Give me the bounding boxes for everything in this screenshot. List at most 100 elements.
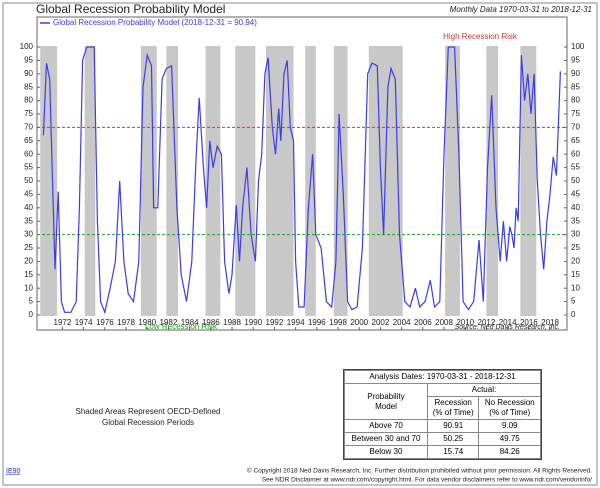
chart-title: Global Recession Probability Model	[36, 2, 225, 16]
cell: 84.26	[478, 445, 541, 459]
y2-tick-label: 20	[571, 257, 580, 266]
recession-shade	[520, 46, 537, 316]
x-tick-label: 2014	[499, 318, 517, 327]
y2-tick-label: 0	[571, 310, 576, 319]
x-tick-label: 2000	[350, 318, 368, 327]
y-tick-label: 70	[24, 123, 33, 132]
x-tick-label: 1976	[96, 318, 114, 327]
y2-tick-label: 100	[571, 42, 585, 51]
y-tick-label: 55	[24, 163, 33, 172]
y2-tick-label: 35	[571, 216, 580, 225]
x-tick-label: 1974	[75, 318, 93, 327]
cell: 50.25	[426, 432, 480, 446]
y2-tick-label: 40	[571, 203, 580, 212]
y2-tick-label: 90	[571, 69, 580, 78]
x-tick-label: 2018	[541, 318, 559, 327]
cell: Recession	[434, 398, 472, 407]
y-tick-label: 10	[24, 283, 33, 292]
x-tick-label: 1994	[287, 318, 305, 327]
col-header: Recession (% of Time)	[426, 396, 480, 420]
y2-tick-label: 85	[571, 82, 580, 91]
x-tick-label: 1984	[181, 318, 199, 327]
cell: Below 30	[344, 445, 428, 459]
y2-tick-label: 30	[571, 230, 580, 239]
y-tick-label: 65	[24, 136, 33, 145]
y2-tick-label: 80	[571, 96, 580, 105]
cell: Probability	[367, 391, 405, 401]
y2-tick-label: 75	[571, 109, 580, 118]
series-line	[42, 46, 561, 315]
y-tick-label: 50	[24, 176, 33, 185]
x-tick-label: 2004	[393, 318, 411, 327]
x-tick-label: 2012	[478, 318, 496, 327]
cell: Above 70	[344, 419, 428, 433]
recession-shade	[445, 46, 460, 316]
cell: 15.74	[426, 445, 480, 459]
y2-tick-label: 95	[571, 56, 580, 65]
x-tick-label: 2006	[414, 318, 432, 327]
annotation: Low Recession Risk	[145, 322, 218, 331]
col-header: No Recession (% of Time)	[478, 396, 541, 420]
cell: (% of Time)	[489, 408, 531, 417]
x-tick-label: 2016	[520, 318, 538, 327]
x-tick-label: 1998	[329, 318, 347, 327]
legend-label: Global Recession Probability Model (2018…	[53, 18, 257, 27]
y2-tick-label: 65	[571, 136, 580, 145]
y-tick-label: 60	[24, 149, 33, 158]
cell: Between 30 and 70	[344, 432, 428, 446]
y2-tick-label: 50	[571, 176, 580, 185]
y-tick-label: 5	[29, 297, 34, 306]
table-body: Above 70 90.91 9.09 Between 30 and 70 50.25 4…	[344, 419, 541, 459]
plot-area	[36, 16, 568, 331]
y-tick-label: 0	[29, 310, 34, 319]
y-tick-label: 15	[24, 270, 33, 279]
y2-tick-label: 10	[571, 283, 580, 292]
group-header: Actual:	[426, 383, 542, 397]
row-header: Probability Model	[344, 383, 428, 420]
y-tick-label: 25	[24, 243, 33, 252]
source: Source: Ned Davis Research, Inc.	[455, 324, 560, 331]
y2-tick-label: 45	[571, 190, 580, 199]
note: Shaded Areas Represent OECD-Defined	[76, 407, 221, 416]
recession-shade	[333, 46, 348, 316]
x-tick-label: 2008	[435, 318, 453, 327]
recession-shade	[40, 46, 58, 316]
y-tick-label: 90	[24, 69, 33, 78]
y2-tick-label: 5	[571, 297, 576, 306]
x-tick-label: 1992	[266, 318, 284, 327]
annotation: High Recession Risk	[443, 32, 518, 41]
table-row: Below 30 15.74 84.26	[344, 445, 541, 459]
cell: No Recession	[484, 398, 535, 407]
y-tick-label: 100	[20, 42, 34, 51]
cell: 90.91	[426, 419, 480, 433]
y2-tick-label: 60	[571, 149, 580, 158]
x-tick-label: 1986	[202, 318, 220, 327]
footer-line: See NDR Disclaimer at www.ndr.com/copyri…	[262, 477, 592, 484]
table-row: Between 30 and 70 50.25 49.75	[344, 432, 541, 446]
stats-table: Analysis Dates: 1970-03-31 - 2018-12-31 …	[343, 369, 542, 460]
cell: (% of Time)	[432, 408, 474, 417]
table-title: Analysis Dates: 1970-03-31 - 2018-12-31	[344, 370, 541, 384]
x-tick-label: 2002	[372, 318, 390, 327]
y2-tick-label: 70	[571, 123, 580, 132]
y-tick-label: 85	[24, 82, 33, 91]
x-tick-label: 1978	[117, 318, 135, 327]
y-tick-label: 80	[24, 96, 33, 105]
table-row: Above 70 90.91 9.09	[344, 419, 541, 433]
y-tick-label: 20	[24, 257, 33, 266]
note: Global Recession Periods	[102, 418, 194, 427]
y-tick-label: 75	[24, 109, 33, 118]
x-tick-label: 1996	[308, 318, 326, 327]
recession-shade	[486, 46, 499, 316]
recession-shade	[166, 46, 178, 316]
x-tick-label: 1972	[54, 318, 72, 327]
chart-subtitle: Monthly Data 1970-03-31 to 2018-12-31	[450, 5, 592, 14]
y-tick-label: 35	[24, 216, 33, 225]
x-tick-label: 1988	[223, 318, 241, 327]
x-tick-label: 1990	[244, 318, 262, 327]
footer-line: © Copyright 2018 Ned Davis Research, Inc…	[247, 467, 592, 475]
cell: 49.75	[478, 432, 541, 446]
